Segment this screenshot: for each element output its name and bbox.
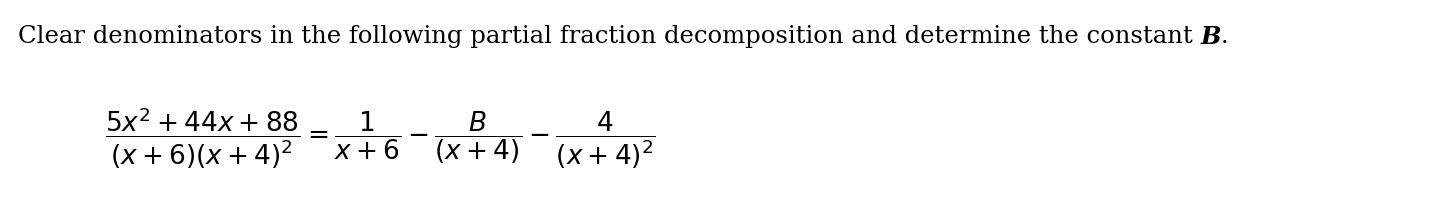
- Text: B: B: [1200, 25, 1221, 49]
- Text: .: .: [1221, 25, 1228, 48]
- Text: Clear denominators in the following partial fraction decomposition and determine: Clear denominators in the following part…: [17, 25, 1200, 48]
- Text: $\dfrac{5x^2 + 44x + 88}{(x + 6)(x + 4)^2}= \dfrac{1}{x + 6}- \dfrac{B}{(x + 4)}: $\dfrac{5x^2 + 44x + 88}{(x + 6)(x + 4)^…: [106, 105, 656, 171]
